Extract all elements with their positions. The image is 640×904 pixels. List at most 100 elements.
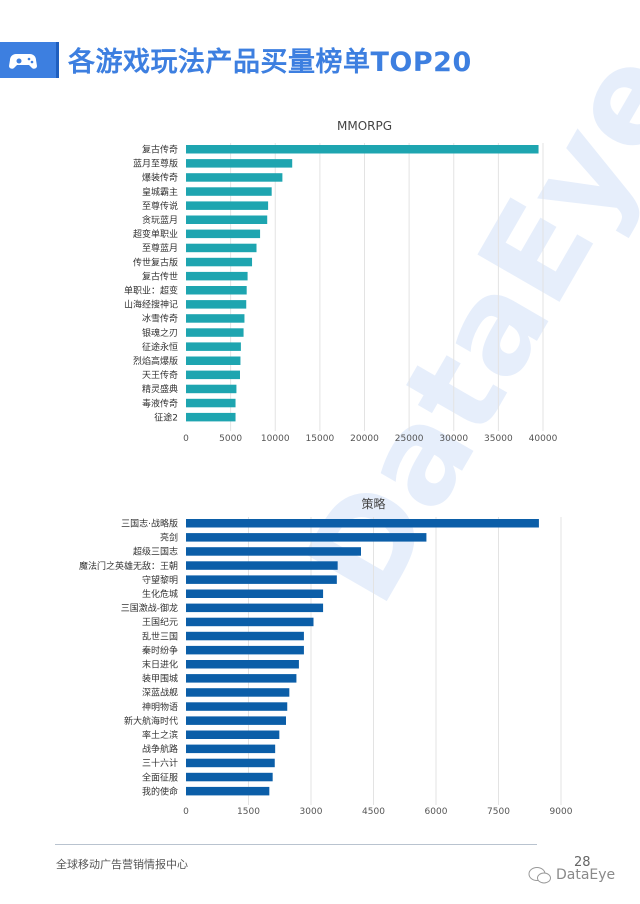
bar (186, 631, 304, 641)
bar (186, 159, 293, 168)
category-label: 装甲围城 (142, 673, 178, 685)
x-tick-label: 20000 (350, 434, 379, 444)
category-label: 王国纪元 (142, 616, 178, 628)
bar (186, 786, 270, 796)
bar (186, 716, 286, 725)
category-label: 复古传世 (142, 270, 178, 282)
bar (186, 575, 337, 584)
category-label: 新大航海时代 (124, 715, 178, 727)
mmorpg-chart: MMORPG 0 5000 10000 15000 20000 25000 30000 3500… (124, 119, 558, 444)
category-label: 战争航路 (142, 743, 178, 755)
category-label: 守望黎明 (142, 574, 178, 586)
x-tick-label: 35000 (484, 434, 513, 444)
bar (186, 688, 290, 697)
bar (186, 356, 241, 365)
bar (186, 744, 276, 754)
wechat-icon (528, 867, 551, 884)
bar (186, 370, 240, 380)
header-icon-block (0, 42, 59, 78)
category-label: 三国激战-御龙 (121, 602, 178, 614)
category-label: 皇城霸主 (142, 186, 178, 198)
bar (186, 314, 245, 323)
chart-title: 策略 (361, 496, 385, 511)
brand-mark: DataEye (528, 866, 615, 884)
bar (186, 674, 297, 683)
x-tick-label: 5000 (219, 434, 242, 444)
bar (186, 328, 244, 337)
bar (186, 660, 299, 669)
bar (186, 243, 257, 253)
category-label: 烈焰高爆版 (133, 355, 178, 367)
bar (186, 533, 427, 542)
x-tick-label: 9000 (550, 807, 573, 817)
category-label: 神明物语 (142, 701, 178, 713)
category-label: 三国志·战略版 (121, 518, 178, 530)
category-label: 末日进化 (142, 659, 178, 671)
category-label: 天王传奇 (142, 369, 178, 381)
x-tick-label: 30000 (439, 434, 468, 444)
bar (186, 561, 338, 570)
category-label: 生化危城 (142, 588, 178, 600)
brand-name: DataEye (556, 867, 616, 883)
bar (186, 215, 268, 224)
bar (186, 617, 314, 627)
strategy-chart: 策略 0 1500 3000 4500 6000 7500 9000 三国志·战略版亮剑超级三国… (79, 496, 573, 817)
category-label: 率土之滨 (142, 729, 178, 741)
category-label: 超变单职业 (133, 228, 178, 240)
category-label: 贪玩蓝月 (142, 214, 178, 226)
bar (186, 730, 280, 739)
chart-title: MMORPG (337, 119, 392, 133)
category-label: 爆装传奇 (142, 172, 178, 184)
bar (186, 271, 248, 281)
bar (186, 342, 241, 351)
x-tick-label: 0 (183, 807, 189, 817)
bar (186, 547, 361, 556)
x-tick-label: 0 (183, 434, 189, 444)
category-label: 征途永恒 (142, 341, 178, 353)
category-label: 乱世三国 (142, 630, 178, 642)
bar (186, 589, 324, 598)
category-label: 冰雪传奇 (142, 313, 178, 325)
bar (186, 772, 273, 782)
bar (186, 286, 247, 295)
category-label: 全面征服 (142, 771, 178, 783)
bar (186, 229, 261, 239)
bar (186, 519, 539, 528)
page-number: 28 (574, 855, 591, 870)
category-label: 山海经搜神记 (124, 299, 178, 311)
category-label: 银魂之刃 (142, 327, 178, 339)
category-label: 复古传奇 (142, 144, 178, 156)
x-tick-label: 7500 (487, 807, 510, 817)
category-label: 秦时纷争 (142, 644, 178, 656)
category-label: 深蓝战舰 (142, 687, 178, 699)
bar (186, 145, 539, 154)
bar (186, 173, 283, 182)
x-tick-label: 10000 (261, 434, 290, 444)
category-label: 传世复古版 (133, 256, 178, 268)
category-label: 精灵盛典 (142, 383, 178, 395)
bar (186, 603, 324, 613)
category-label: 魔法门之英雄无敌：王朝 (79, 560, 178, 572)
x-tick-label: 6000 (425, 807, 448, 817)
gamepad-icon (9, 54, 37, 69)
x-tick-label: 15000 (306, 434, 335, 444)
x-tick-label: 4500 (362, 807, 385, 817)
x-tick-label: 3000 (300, 807, 323, 817)
bar (186, 300, 247, 309)
category-label: 三十六计 (142, 757, 178, 769)
x-tick-label: 40000 (529, 434, 558, 444)
category-label: 征途2 (154, 411, 178, 423)
footer-divider (55, 844, 537, 845)
category-label: 至尊传说 (142, 200, 178, 212)
bar (186, 645, 304, 655)
x-tick-label: 25000 (395, 434, 424, 444)
category-label: 亮剑 (160, 532, 178, 544)
bar (186, 257, 253, 267)
category-label: 超级三国志 (133, 546, 178, 558)
category-label: 我的使命 (142, 785, 178, 797)
x-tick-label: 1500 (237, 807, 260, 817)
footer-text: 全球移动广告营销情报中心 (56, 858, 188, 871)
bar (186, 187, 272, 196)
bar (186, 758, 275, 768)
category-label: 毒液传奇 (142, 397, 178, 409)
